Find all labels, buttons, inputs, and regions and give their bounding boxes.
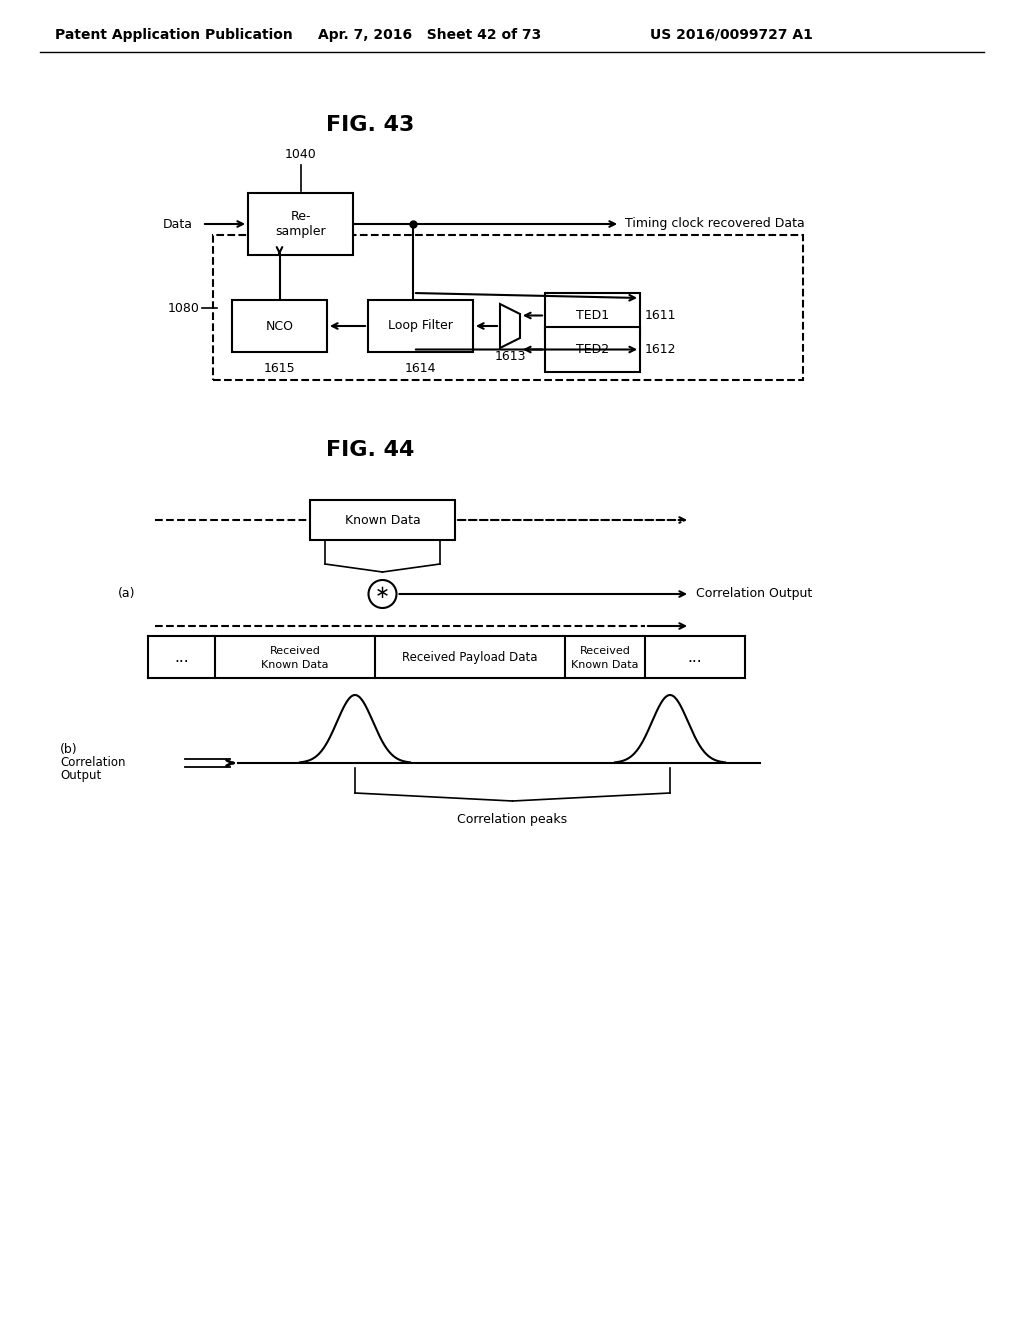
- Text: Received: Received: [580, 645, 631, 656]
- Text: FIG. 43: FIG. 43: [326, 115, 414, 135]
- Text: Correlation: Correlation: [60, 756, 126, 770]
- Text: Timing clock recovered Data: Timing clock recovered Data: [625, 218, 805, 231]
- Text: Re-: Re-: [290, 210, 310, 223]
- FancyBboxPatch shape: [368, 300, 473, 352]
- Text: Received Payload Data: Received Payload Data: [402, 651, 538, 664]
- Text: FIG. 44: FIG. 44: [326, 440, 414, 459]
- FancyBboxPatch shape: [545, 327, 640, 372]
- FancyBboxPatch shape: [248, 193, 353, 255]
- Text: US 2016/0099727 A1: US 2016/0099727 A1: [650, 28, 813, 42]
- FancyBboxPatch shape: [232, 300, 327, 352]
- Text: 1080: 1080: [168, 301, 200, 314]
- Text: ∗: ∗: [375, 583, 390, 602]
- Text: 1613: 1613: [495, 350, 525, 363]
- Text: 1612: 1612: [645, 343, 677, 356]
- Text: TED1: TED1: [575, 309, 609, 322]
- Text: 1040: 1040: [285, 148, 316, 161]
- Text: Known Data: Known Data: [261, 660, 329, 671]
- Text: Output: Output: [60, 770, 101, 783]
- FancyBboxPatch shape: [213, 235, 803, 380]
- Text: 1614: 1614: [404, 362, 436, 375]
- Text: ...: ...: [688, 649, 702, 664]
- FancyBboxPatch shape: [545, 293, 640, 338]
- Text: Correlation peaks: Correlation peaks: [458, 813, 567, 825]
- Text: Known Data: Known Data: [345, 513, 421, 527]
- Text: Received: Received: [269, 645, 321, 656]
- Text: Known Data: Known Data: [571, 660, 639, 671]
- Text: sampler: sampler: [275, 226, 326, 239]
- Text: NCO: NCO: [265, 319, 294, 333]
- Text: TED2: TED2: [575, 343, 609, 356]
- FancyBboxPatch shape: [310, 500, 455, 540]
- Text: Loop Filter: Loop Filter: [388, 319, 453, 333]
- Text: 1611: 1611: [645, 309, 677, 322]
- Text: (b): (b): [60, 743, 78, 756]
- Text: Apr. 7, 2016   Sheet 42 of 73: Apr. 7, 2016 Sheet 42 of 73: [318, 28, 542, 42]
- Text: ...: ...: [174, 649, 188, 664]
- Text: Correlation Output: Correlation Output: [696, 587, 812, 601]
- Text: 1615: 1615: [264, 362, 295, 375]
- Polygon shape: [500, 304, 520, 348]
- Text: Patent Application Publication: Patent Application Publication: [55, 28, 293, 42]
- Text: Data: Data: [163, 218, 193, 231]
- Text: (a): (a): [118, 587, 135, 601]
